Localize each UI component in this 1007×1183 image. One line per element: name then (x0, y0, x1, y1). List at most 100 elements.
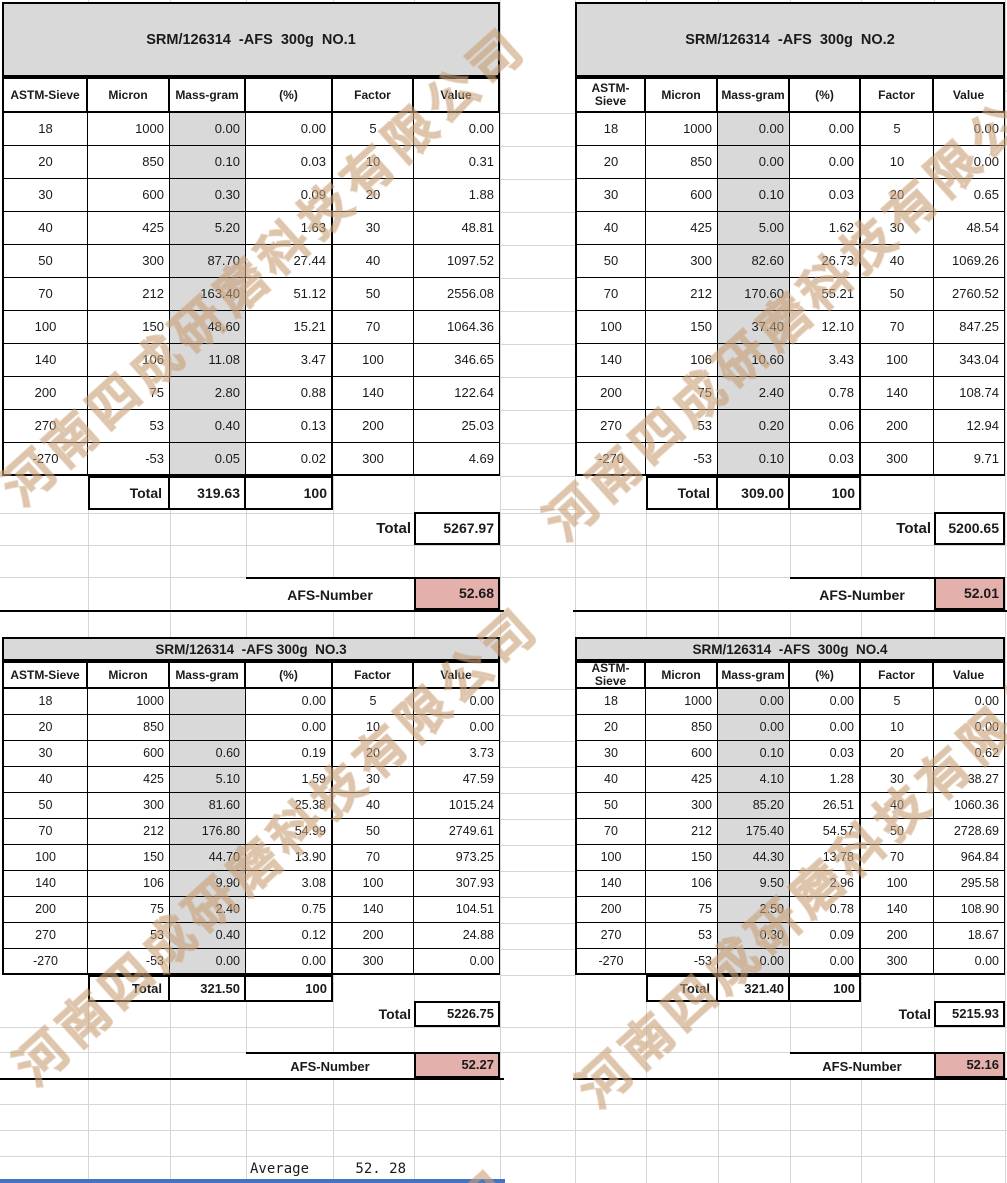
table-cell[interactable]: 100 (861, 344, 934, 377)
table-cell[interactable]: 140 (861, 897, 934, 923)
total-label-cell[interactable]: Total (646, 975, 718, 1002)
table-cell[interactable]: 0.03 (790, 741, 861, 767)
table-cell[interactable]: 0.03 (246, 146, 333, 179)
table-cell[interactable]: 3.73 (414, 741, 500, 767)
table-cell[interactable]: 20 (575, 715, 646, 741)
table-cell[interactable]: 2.50 (718, 897, 790, 923)
table-cell[interactable]: 425 (646, 212, 718, 245)
table-cell[interactable]: 200 (333, 410, 414, 443)
afs-number-label[interactable]: AFS-Number (246, 1052, 414, 1078)
table-cell[interactable]: 150 (88, 845, 170, 871)
table-cell[interactable]: -270 (575, 949, 646, 975)
column-header[interactable]: Factor (333, 661, 414, 689)
table-cell[interactable]: 0.62 (934, 741, 1005, 767)
table-cell[interactable]: 5 (333, 113, 414, 146)
table-cell[interactable]: 0.00 (790, 715, 861, 741)
table-cell[interactable]: 300 (646, 793, 718, 819)
table-cell[interactable]: 50 (333, 819, 414, 845)
table-cell[interactable]: 37.40 (718, 311, 790, 344)
table-cell[interactable]: 18 (2, 113, 88, 146)
table-cell[interactable]: 1069.26 (934, 245, 1005, 278)
table-cell[interactable]: 40 (333, 793, 414, 819)
table-cell[interactable]: 0.00 (718, 689, 790, 715)
table-cell[interactable]: 40 (575, 767, 646, 793)
table-cell[interactable]: 0.10 (170, 146, 246, 179)
table-cell[interactable] (170, 689, 246, 715)
table-cell[interactable]: 18 (2, 689, 88, 715)
table-cell[interactable]: 0.00 (170, 949, 246, 975)
table-cell[interactable]: 10 (861, 146, 934, 179)
afs-number-value[interactable]: 52.01 (934, 577, 1005, 610)
table-cell[interactable]: 0.00 (246, 949, 333, 975)
table-cell[interactable]: 140 (333, 897, 414, 923)
table-cell[interactable]: 300 (333, 949, 414, 975)
table-cell[interactable]: -270 (2, 443, 88, 476)
table-cell[interactable]: 5 (861, 689, 934, 715)
table-cell[interactable]: 140 (2, 344, 88, 377)
grand-total-label[interactable]: Total (378, 1006, 411, 1022)
table-cell[interactable]: 75 (88, 377, 170, 410)
table-cell[interactable]: 2.80 (170, 377, 246, 410)
table-cell[interactable]: 30 (333, 212, 414, 245)
table-cell[interactable]: -53 (88, 443, 170, 476)
table-cell[interactable]: 346.65 (414, 344, 500, 377)
table-cell[interactable]: 0.10 (718, 179, 790, 212)
table-cell[interactable]: 212 (646, 819, 718, 845)
table-cell[interactable]: 0.00 (934, 715, 1005, 741)
table-cell[interactable]: 70 (575, 819, 646, 845)
table-cell[interactable]: 0.00 (790, 113, 861, 146)
table-cell[interactable]: 15.21 (246, 311, 333, 344)
table-cell[interactable]: 108.90 (934, 897, 1005, 923)
table-cell[interactable]: 38.27 (934, 767, 1005, 793)
table-cell[interactable]: 140 (2, 871, 88, 897)
table-cell[interactable]: 5 (861, 113, 934, 146)
afs-number-label[interactable]: AFS-Number (246, 577, 414, 610)
table-cell[interactable]: 270 (575, 923, 646, 949)
table-cell[interactable]: 106 (646, 871, 718, 897)
table-cell[interactable]: 600 (646, 179, 718, 212)
table-cell[interactable]: 0.03 (790, 179, 861, 212)
column-header[interactable]: Value (414, 661, 500, 689)
total-percent-cell[interactable]: 100 (788, 975, 861, 1002)
table-cell[interactable]: 850 (646, 715, 718, 741)
table-cell[interactable]: 1.62 (790, 212, 861, 245)
table-cell[interactable]: 0.10 (718, 443, 790, 476)
table-cell[interactable]: 163.40 (170, 278, 246, 311)
table-cell[interactable]: 300 (861, 443, 934, 476)
table-cell[interactable]: 0.60 (170, 741, 246, 767)
table-cell[interactable]: 0.12 (246, 923, 333, 949)
column-header[interactable]: Mass-gram (170, 77, 246, 113)
table-cell[interactable]: 70 (861, 311, 934, 344)
table-cell[interactable]: 850 (88, 715, 170, 741)
table-cell[interactable]: 964.84 (934, 845, 1005, 871)
table-cell[interactable]: 30 (575, 179, 646, 212)
table-cell[interactable]: 2556.08 (414, 278, 500, 311)
table-cell[interactable]: 70 (861, 845, 934, 871)
table-cell[interactable]: 0.10 (718, 741, 790, 767)
table-cell[interactable]: 30 (575, 741, 646, 767)
table-cell[interactable]: 847.25 (934, 311, 1005, 344)
table-cell[interactable]: 108.74 (934, 377, 1005, 410)
table-cell[interactable]: 55.21 (790, 278, 861, 311)
table-cell[interactable]: 10 (333, 715, 414, 741)
table-cell[interactable]: 150 (646, 845, 718, 871)
table-cell[interactable]: 53 (646, 923, 718, 949)
table-cell[interactable]: 295.58 (934, 871, 1005, 897)
table-cell[interactable]: 40 (861, 245, 934, 278)
table-cell[interactable]: 20 (575, 146, 646, 179)
table-cell[interactable]: 4.10 (718, 767, 790, 793)
table-cell[interactable]: 40 (575, 212, 646, 245)
table-cell[interactable]: 100 (575, 311, 646, 344)
table-cell[interactable]: 5.00 (718, 212, 790, 245)
table-cell[interactable]: 0.20 (718, 410, 790, 443)
table-cell[interactable]: 9.90 (170, 871, 246, 897)
table-cell[interactable]: 75 (646, 377, 718, 410)
table-cell[interactable]: 270 (2, 923, 88, 949)
table-cell[interactable]: 10 (333, 146, 414, 179)
table-cell[interactable]: 140 (333, 377, 414, 410)
column-header[interactable]: Micron (646, 661, 718, 689)
table-cell[interactable]: 54.57 (790, 819, 861, 845)
table-cell[interactable]: 0.00 (790, 949, 861, 975)
table-cell[interactable]: 70 (575, 278, 646, 311)
table-cell[interactable]: 140 (575, 871, 646, 897)
